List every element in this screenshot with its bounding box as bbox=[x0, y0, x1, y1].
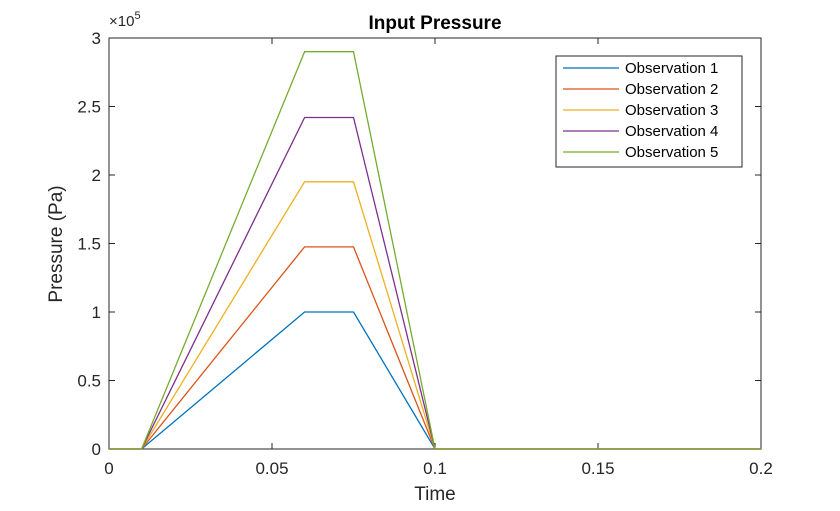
legend-label-3: Observation 3 bbox=[625, 102, 718, 119]
series-line-1 bbox=[109, 311, 761, 450]
plot-area: 0 0.05 0.1 0.15 0.2 0 0.5 1 1.5 2 2.5 3 ×105 Observat… bbox=[77, 10, 772, 478]
y-axis-label: Pressure (Pa) bbox=[46, 185, 67, 302]
y-tick-label: 2.5 bbox=[77, 98, 101, 117]
y-tick-label: 3 bbox=[92, 29, 101, 48]
y-tick-label: 0.5 bbox=[77, 372, 101, 391]
y-exponent-label: ×105 bbox=[109, 10, 141, 30]
legend-label-5: Observation 5 bbox=[625, 144, 718, 161]
legend-label-1: Observation 1 bbox=[625, 60, 718, 77]
y-tick-label: 2 bbox=[92, 166, 101, 185]
legend-label-2: Observation 2 bbox=[625, 81, 718, 98]
x-tick-label: 0.05 bbox=[255, 459, 288, 478]
legend-label-4: Observation 4 bbox=[625, 123, 718, 140]
x-tick-label: 0.15 bbox=[581, 459, 614, 478]
chart-title: Input Pressure bbox=[368, 13, 501, 34]
x-tick-label: 0.1 bbox=[423, 459, 447, 478]
x-tick-label: 0 bbox=[104, 459, 113, 478]
y-tick-label: 0 bbox=[92, 440, 101, 459]
x-tick-label: 0.2 bbox=[749, 459, 773, 478]
series-line-5 bbox=[109, 51, 761, 450]
y-tick-label: 1.5 bbox=[77, 235, 101, 254]
legend-box bbox=[555, 55, 743, 168]
y-tick-label: 1 bbox=[92, 303, 101, 322]
x-axis-label: Time bbox=[414, 484, 456, 505]
series-line-2 bbox=[109, 246, 761, 450]
